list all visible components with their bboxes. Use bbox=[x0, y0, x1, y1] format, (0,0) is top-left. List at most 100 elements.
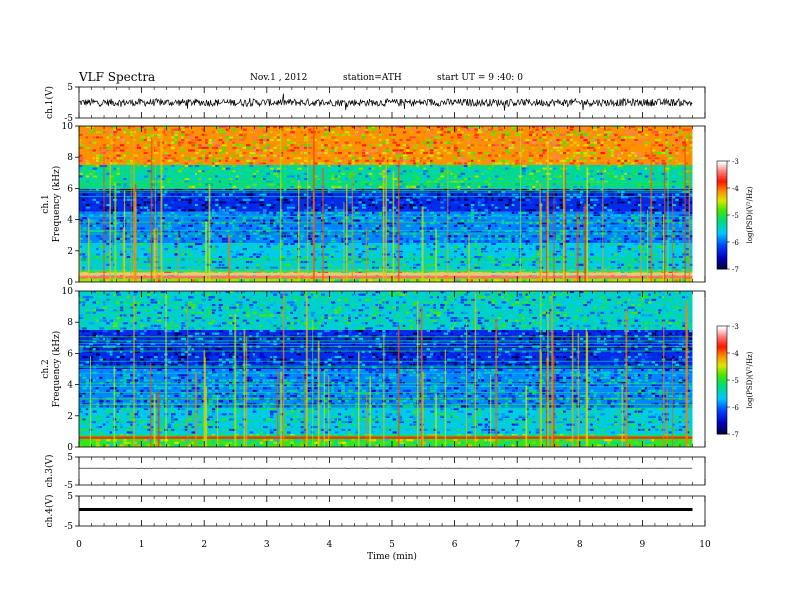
colorbar-segment bbox=[717, 421, 727, 424]
colorbar-segment bbox=[717, 265, 727, 268]
colorbar-segment bbox=[717, 380, 727, 383]
y-tick-label: 6 bbox=[67, 349, 73, 359]
colorbar-segment bbox=[717, 363, 727, 367]
colorbar-segment bbox=[717, 367, 727, 370]
x-tick-label: 0 bbox=[76, 540, 82, 550]
colorbar: -3 -4 -5 -6 -7 log(PSD)(V²/Hz) bbox=[716, 158, 754, 274]
colorbar-segment bbox=[717, 213, 727, 216]
colorbar-segment bbox=[717, 207, 727, 211]
colorbar-tick-label: -4 bbox=[732, 350, 739, 358]
colorbar-segment bbox=[717, 220, 727, 223]
colorbar-segment bbox=[717, 258, 727, 261]
colorbar-segment bbox=[717, 399, 727, 403]
colorbar-segment bbox=[717, 261, 727, 265]
colorbar-segment bbox=[717, 180, 727, 184]
colorbar-segment bbox=[717, 430, 727, 433]
y-axis-label: ch.1(V) bbox=[44, 86, 55, 119]
colorbar-segment bbox=[717, 182, 727, 185]
colorbar-segment bbox=[717, 405, 727, 408]
x-tick-label: 1 bbox=[139, 540, 145, 550]
y-tick-label: 4 bbox=[67, 216, 73, 226]
colorbar-segment bbox=[717, 240, 727, 243]
colorbar-segment bbox=[717, 204, 727, 207]
colorbar-segment bbox=[717, 234, 727, 238]
colorbar-segment bbox=[717, 378, 727, 381]
colorbar-segment bbox=[717, 383, 727, 386]
colorbar-tick-label: -6 bbox=[732, 404, 739, 412]
colorbar-segment bbox=[717, 166, 727, 169]
y-tick-label: 2 bbox=[67, 247, 73, 257]
colorbar-segment bbox=[717, 227, 727, 230]
colorbar-segment bbox=[717, 416, 727, 419]
y-tick-label: 6 bbox=[67, 184, 73, 194]
colorbar-segment bbox=[717, 425, 727, 428]
colorbar-segment bbox=[717, 236, 727, 239]
colorbar-segment bbox=[717, 216, 727, 220]
colorbar-segment bbox=[717, 231, 727, 234]
x-tick-label: 10 bbox=[699, 540, 711, 550]
colorbar-segment bbox=[717, 168, 727, 171]
y-tick-label: 2 bbox=[67, 412, 73, 422]
colorbar-segment bbox=[717, 251, 727, 254]
colorbar-segment bbox=[717, 358, 727, 361]
colorbar-segment bbox=[717, 224, 727, 227]
colorbar-segment bbox=[717, 200, 727, 203]
colorbar-tick-label: -4 bbox=[732, 185, 739, 193]
colorbar-segment bbox=[717, 376, 727, 379]
panel-ch3-waveform: 5 -5 ch.3(V) bbox=[44, 453, 706, 491]
colorbar-segment bbox=[717, 209, 727, 212]
x-tick-label: 4 bbox=[327, 540, 333, 550]
y-tick-label: -5 bbox=[64, 481, 73, 491]
colorbar-segment bbox=[717, 249, 727, 252]
x-tick-label: 8 bbox=[577, 540, 583, 550]
colorbar-segment bbox=[717, 365, 727, 368]
no-data-region bbox=[692, 126, 705, 282]
colorbar-segment bbox=[717, 179, 727, 182]
colorbar-segment bbox=[717, 191, 727, 194]
no-data-region bbox=[692, 291, 705, 447]
colorbar-segment bbox=[717, 326, 727, 329]
colorbar-segment bbox=[717, 206, 727, 209]
colorbar-segment bbox=[717, 336, 727, 340]
colorbar-segment bbox=[717, 369, 727, 372]
colorbar-segment bbox=[717, 229, 727, 232]
x-axis-label: Time (min) bbox=[367, 551, 417, 562]
colorbar-segment bbox=[717, 392, 727, 395]
y-tick-label: 4 bbox=[67, 381, 73, 391]
colorbar-segment bbox=[717, 408, 727, 412]
colorbar-segment bbox=[717, 345, 727, 349]
colorbar-segment bbox=[717, 356, 727, 359]
colorbar-segment bbox=[717, 389, 727, 392]
colorbar-segment bbox=[717, 327, 727, 331]
y-tick-label: 8 bbox=[67, 318, 73, 328]
colorbar-tick-label: -6 bbox=[732, 239, 739, 247]
y-tick-label: 10 bbox=[62, 122, 74, 132]
colorbar-segment bbox=[717, 193, 727, 196]
colorbar-tick-label: -3 bbox=[732, 323, 739, 331]
colorbar-segment bbox=[717, 347, 727, 350]
colorbar-segment bbox=[717, 417, 727, 421]
colorbar-segment bbox=[717, 162, 727, 166]
y-tick-label: -5 bbox=[64, 114, 73, 124]
colorbar-segment bbox=[717, 387, 727, 390]
y-axis-label-frequency: Frequency (kHz) bbox=[51, 331, 62, 408]
colorbar-segment bbox=[717, 329, 727, 332]
colorbar-segment bbox=[717, 256, 727, 259]
colorbar-tick-label: -7 bbox=[732, 431, 739, 439]
colorbar-segment bbox=[717, 351, 727, 354]
colorbar-segment bbox=[717, 184, 727, 187]
x-tick-label: 5 bbox=[389, 540, 395, 550]
x-tick-label: 7 bbox=[514, 540, 520, 550]
colorbar-segment bbox=[717, 198, 727, 202]
colorbar-segment bbox=[717, 267, 727, 270]
colorbar-segment bbox=[717, 396, 727, 399]
colorbar-segment bbox=[717, 381, 727, 385]
colorbar-tick-label: -5 bbox=[732, 212, 739, 220]
colorbar-segment bbox=[717, 245, 727, 248]
colorbar-segment bbox=[717, 233, 727, 236]
colorbar-segment bbox=[717, 426, 727, 430]
waveform-thick-trace bbox=[79, 508, 693, 511]
colorbar-segment bbox=[717, 385, 727, 388]
colorbar-segment bbox=[717, 423, 727, 426]
colorbar-segment bbox=[717, 238, 727, 241]
